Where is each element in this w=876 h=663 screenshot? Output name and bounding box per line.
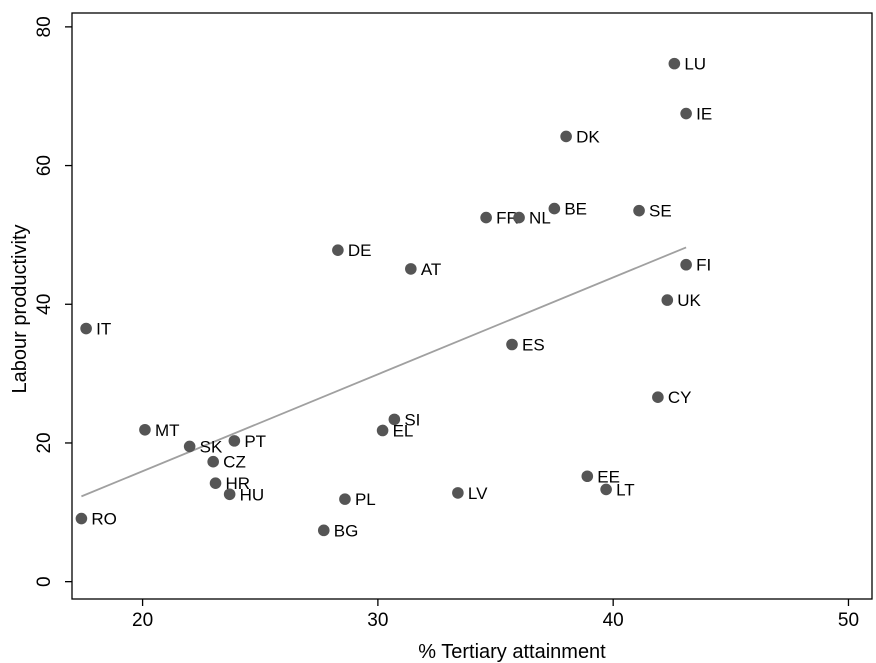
x-tick-label: 30 bbox=[367, 610, 388, 631]
y-tick-label: 20 bbox=[34, 432, 55, 453]
data-point-dk bbox=[560, 131, 572, 143]
data-point-lu bbox=[669, 58, 681, 70]
point-label-ie: IE bbox=[696, 105, 712, 124]
point-label-hu: HU bbox=[240, 485, 265, 504]
data-point-el bbox=[377, 425, 389, 437]
point-label-dk: DK bbox=[576, 127, 600, 146]
data-point-pt bbox=[229, 435, 241, 447]
point-label-cy: CY bbox=[668, 388, 692, 407]
x-tick-label: 50 bbox=[838, 610, 859, 631]
data-point-es bbox=[506, 339, 518, 351]
data-point-fi bbox=[680, 259, 692, 271]
point-label-se: SE bbox=[649, 202, 672, 221]
point-label-at: AT bbox=[421, 260, 441, 279]
data-point-fr bbox=[480, 212, 492, 224]
point-label-lv: LV bbox=[468, 484, 488, 503]
data-point-cy bbox=[652, 391, 664, 403]
point-label-lu: LU bbox=[684, 55, 706, 74]
point-label-be: BE bbox=[564, 200, 587, 219]
plot-frame bbox=[72, 13, 872, 599]
data-point-hu bbox=[224, 488, 236, 500]
point-label-mt: MT bbox=[155, 421, 180, 440]
point-label-lt: LT bbox=[616, 480, 635, 499]
data-point-lt bbox=[600, 484, 612, 496]
data-point-it bbox=[80, 323, 92, 335]
fit-line bbox=[81, 247, 686, 496]
data-point-ee bbox=[581, 470, 593, 482]
data-point-bg bbox=[318, 525, 330, 537]
point-label-uk: UK bbox=[677, 291, 701, 310]
point-label-ro: RO bbox=[91, 510, 117, 529]
point-label-sk: SK bbox=[200, 437, 223, 456]
data-point-sk bbox=[184, 441, 196, 453]
point-label-pl: PL bbox=[355, 490, 376, 509]
data-point-pl bbox=[339, 493, 351, 505]
data-point-ie bbox=[680, 108, 692, 120]
x-axis: 20 30 40 50 bbox=[132, 599, 859, 631]
data-point-mt bbox=[139, 424, 151, 436]
y-tick-label: 40 bbox=[34, 294, 55, 315]
data-point-lv bbox=[452, 487, 464, 499]
point-label-es: ES bbox=[522, 335, 545, 354]
fit-line-group bbox=[81, 247, 686, 496]
point-label-pt: PT bbox=[244, 432, 266, 451]
data-point-se bbox=[633, 205, 645, 217]
plot-area bbox=[72, 13, 872, 599]
x-tick-label: 20 bbox=[132, 610, 153, 631]
point-label-nl: NL bbox=[529, 209, 551, 228]
data-point-hr bbox=[210, 477, 222, 489]
data-point-at bbox=[405, 263, 417, 275]
data-point-ro bbox=[76, 513, 88, 525]
x-tick-label: 40 bbox=[603, 610, 624, 631]
data-point-cz bbox=[207, 456, 219, 468]
y-axis: 0 20 40 60 80 bbox=[34, 16, 72, 587]
y-tick-label: 80 bbox=[34, 16, 55, 37]
point-label-el: EL bbox=[393, 421, 414, 440]
point-label-bg: BG bbox=[334, 521, 359, 540]
data-point-de bbox=[332, 244, 344, 256]
point-label-cz: CZ bbox=[223, 453, 246, 472]
y-axis-title: Labour productivity bbox=[9, 225, 31, 394]
y-tick-label: 0 bbox=[34, 576, 55, 587]
y-tick-label: 60 bbox=[34, 155, 55, 176]
data-point-nl bbox=[513, 212, 525, 224]
data-point-uk bbox=[661, 294, 673, 306]
point-label-fi: FI bbox=[696, 256, 711, 275]
x-axis-title: % Tertiary attainment bbox=[418, 641, 606, 663]
point-label-de: DE bbox=[348, 241, 372, 260]
point-label-it: IT bbox=[96, 320, 111, 339]
